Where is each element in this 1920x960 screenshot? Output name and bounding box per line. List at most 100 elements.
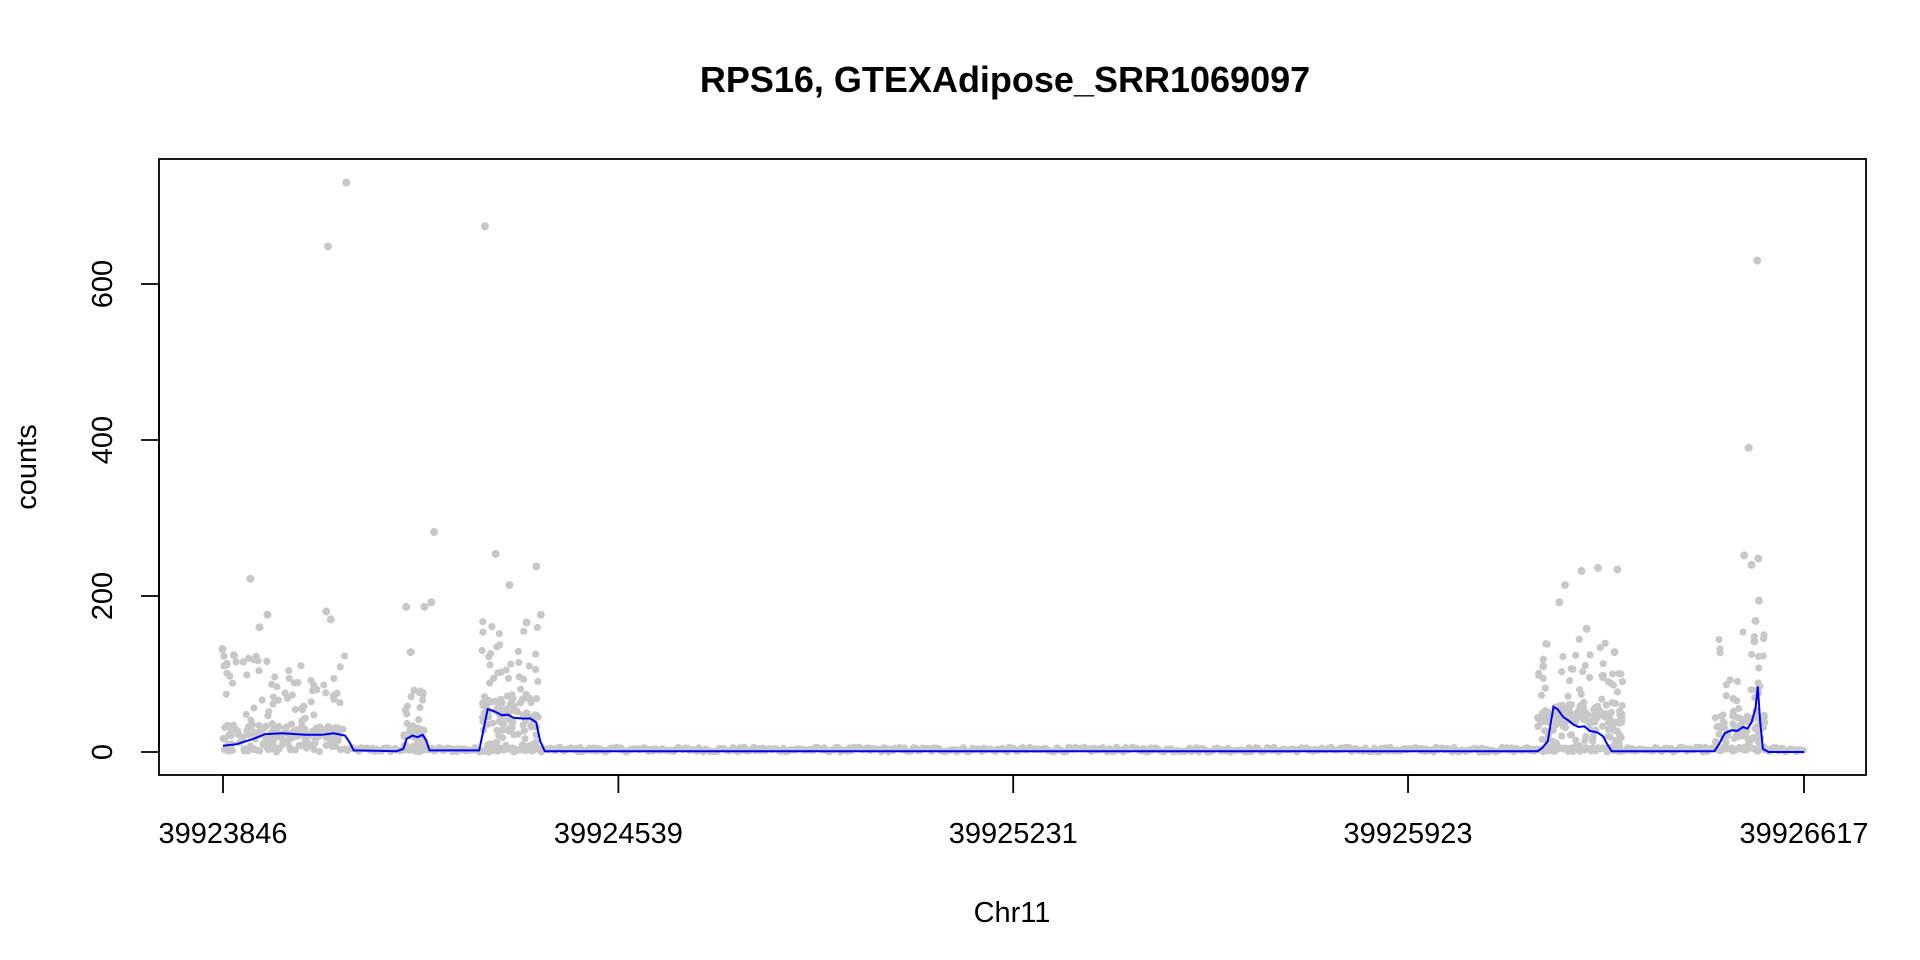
data-point (415, 716, 423, 724)
data-point (1601, 710, 1609, 718)
data-point (252, 652, 260, 661)
data-point (479, 701, 487, 710)
data-point (480, 693, 489, 701)
data-point (229, 651, 238, 660)
data-point (1759, 652, 1767, 660)
data-point (248, 721, 256, 729)
data-point (1711, 737, 1720, 746)
data-point (403, 710, 411, 718)
data-point (221, 735, 229, 743)
data-point (329, 725, 337, 734)
data-point (1566, 731, 1574, 739)
data-point (497, 668, 505, 676)
data-point (1737, 731, 1745, 739)
data-point (1558, 732, 1566, 740)
x-axis: 39923846 39924539 39925231 39925923 39926617 (158, 774, 1869, 850)
data-point (534, 677, 542, 686)
data-point (478, 646, 486, 655)
data-point (1581, 661, 1589, 670)
data-point (409, 742, 417, 750)
data-point (218, 645, 227, 654)
data-point (1596, 643, 1604, 652)
data-point (430, 528, 439, 537)
data-point (1728, 744, 1736, 752)
data-point (427, 598, 436, 607)
data-point (1729, 712, 1737, 720)
data-point (1613, 565, 1622, 574)
data-point (505, 581, 514, 590)
data-point (1572, 736, 1580, 744)
data-point (246, 574, 255, 583)
data-point (1567, 665, 1575, 673)
data-point (510, 731, 518, 739)
data-point (1615, 742, 1624, 751)
data-point (1537, 691, 1546, 699)
data-point (336, 699, 344, 707)
data-point (520, 727, 529, 735)
data-point (1602, 701, 1610, 709)
data-point (1617, 710, 1625, 718)
data-point (310, 711, 318, 719)
data-point (1559, 652, 1567, 661)
data-point (420, 602, 429, 611)
data-point (485, 653, 493, 661)
data-point (228, 679, 237, 687)
data-point (1574, 707, 1582, 715)
data-point (339, 725, 347, 733)
data-point (1598, 722, 1607, 730)
data-point (1739, 628, 1747, 636)
data-point (521, 735, 529, 743)
data-point (1729, 720, 1737, 728)
data-point (342, 178, 351, 187)
data-point (495, 731, 503, 740)
data-point (1534, 714, 1542, 722)
data-point (1722, 681, 1730, 689)
data-point (246, 742, 254, 750)
y-axis-label: counts (11, 424, 43, 509)
data-point (1582, 624, 1591, 633)
data-point (490, 674, 498, 682)
data-point (1750, 734, 1758, 742)
data-point (264, 712, 272, 720)
data-point (1539, 674, 1547, 682)
data-point (1740, 551, 1749, 560)
data-point (223, 669, 231, 677)
data-point (250, 704, 258, 712)
x-axis-label: Chr11 (974, 897, 1051, 929)
data-point (1579, 668, 1587, 676)
data-point (1615, 719, 1623, 727)
data-point (269, 700, 277, 708)
data-point (416, 742, 424, 750)
data-point (1715, 636, 1723, 644)
data-point (239, 658, 247, 666)
data-point (330, 674, 338, 683)
data-point (1754, 596, 1763, 605)
data-point (268, 680, 276, 688)
data-point (414, 724, 422, 732)
data-point (1713, 723, 1721, 731)
data-point (1593, 713, 1601, 721)
data-point (418, 696, 427, 704)
data-point (304, 739, 313, 748)
data-point (1618, 702, 1626, 710)
data-point (1555, 598, 1564, 607)
data-point (223, 721, 232, 729)
data-point (258, 696, 266, 704)
data-point (295, 741, 303, 749)
data-point (1598, 695, 1606, 703)
data-point (1738, 719, 1746, 728)
x-tick-label: 39925923 (1344, 818, 1473, 850)
data-point (307, 676, 315, 685)
data-point (1735, 704, 1743, 713)
data-point (1733, 677, 1742, 686)
data-point (508, 719, 516, 728)
data-point (229, 721, 237, 729)
data-point (288, 691, 296, 699)
data-point (407, 693, 415, 701)
data-point (517, 685, 525, 693)
data-point (532, 650, 540, 658)
data-point (1581, 736, 1589, 745)
data-point (1593, 702, 1602, 710)
data-point (1599, 660, 1607, 668)
data-point (1754, 679, 1762, 687)
